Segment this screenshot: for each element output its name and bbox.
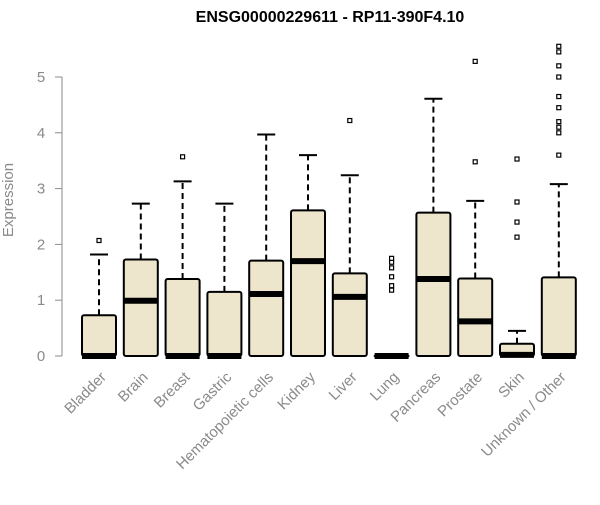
outlier-point: [515, 200, 519, 204]
outlier-point: [473, 59, 477, 63]
box-unknown-other: [542, 44, 576, 356]
box-hematopoietic-cells: [249, 134, 283, 356]
box-iqr: [291, 210, 325, 356]
y-tick-label: 4: [37, 125, 45, 142]
chart-title: ENSG00000229611 - RP11-390F4.10: [196, 9, 465, 26]
box-iqr: [416, 213, 450, 356]
outlier-point: [557, 64, 561, 68]
x-tick-label: Prostate: [434, 369, 486, 421]
y-tick-label: 5: [37, 69, 45, 86]
outlier-point: [390, 266, 394, 270]
outlier-point: [515, 235, 519, 239]
y-tick-label: 1: [37, 292, 45, 309]
box-lung: [375, 256, 409, 356]
box-iqr: [124, 259, 158, 356]
x-tick-label: Bladder: [61, 369, 110, 418]
box-iqr: [542, 277, 576, 356]
y-tick-label: 0: [37, 348, 45, 365]
x-tick-label: Lung: [367, 369, 403, 405]
box-gastric: [207, 204, 241, 356]
outlier-point: [181, 155, 185, 159]
box-iqr: [166, 279, 200, 356]
x-tick-label: Brain: [115, 369, 152, 406]
box-liver: [333, 119, 367, 356]
outlier-point: [390, 288, 394, 292]
box-iqr: [82, 315, 116, 356]
x-tick-label: Liver: [326, 369, 361, 404]
outlier-point: [557, 131, 561, 135]
box-iqr: [249, 261, 283, 356]
y-tick-label: 3: [37, 181, 45, 198]
box-iqr: [458, 278, 492, 356]
box-iqr: [333, 273, 367, 356]
y-axis: 0 1 2 3 4 5: [37, 69, 62, 365]
outlier-point: [557, 44, 561, 48]
x-tick-label: Skin: [495, 369, 528, 402]
box-series: [82, 44, 576, 356]
outlier-point: [515, 157, 519, 161]
outlier-point: [557, 75, 561, 79]
x-tick-label: Breast: [151, 368, 194, 411]
outlier-point: [515, 220, 519, 224]
outlier-point: [557, 95, 561, 99]
outlier-point: [557, 153, 561, 157]
outlier-point: [348, 119, 352, 123]
outlier-point: [97, 238, 101, 242]
box-breast: [166, 155, 200, 356]
box-skin: [500, 157, 534, 356]
outlier-point: [557, 120, 561, 124]
box-pancreas: [416, 99, 450, 356]
outlier-point: [390, 256, 394, 260]
outlier-point: [473, 160, 477, 164]
box-prostate: [458, 59, 492, 356]
y-tick-label: 2: [37, 236, 45, 253]
box-brain: [124, 204, 158, 356]
outlier-point: [557, 50, 561, 54]
box-iqr: [207, 292, 241, 356]
outlier-point: [557, 125, 561, 129]
outlier-point: [390, 275, 394, 279]
box-kidney: [291, 155, 325, 356]
box-bladder: [82, 238, 116, 356]
x-tick-label: Kidney: [274, 368, 319, 413]
outlier-point: [390, 284, 394, 288]
outlier-point: [557, 106, 561, 110]
y-axis-label: Expression: [0, 163, 17, 237]
